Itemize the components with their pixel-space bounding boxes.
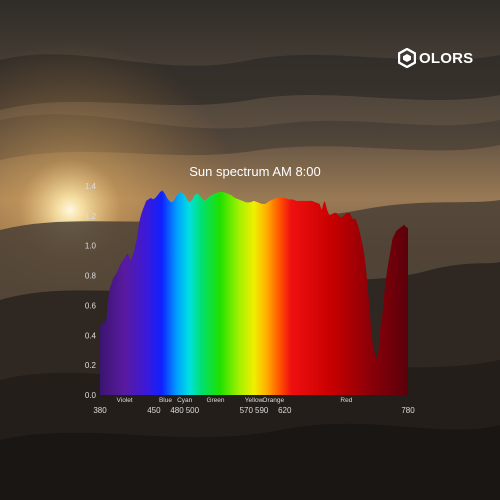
y-axis: 0.0 0.2 0.4 0.6 0.8 1.0 1.2 1.4 <box>85 182 97 400</box>
y-tick-label: 0.2 <box>85 361 97 370</box>
chart-title: Sun spectrum AM 8:00 <box>189 164 321 179</box>
x-tick-label: 590 <box>255 406 269 415</box>
x-tick-label: 480 <box>170 406 184 415</box>
spectrum-area <box>100 190 408 395</box>
brand-name: OLORS <box>419 49 474 67</box>
y-tick-label: 0.8 <box>85 272 97 281</box>
x-tick-label: 570 <box>240 406 254 415</box>
y-tick-label: 0.0 <box>85 391 97 400</box>
brand-logo: OLORS <box>398 48 473 68</box>
x-tick-label: 380 <box>93 406 107 415</box>
y-tick-label: 1.0 <box>85 242 97 251</box>
color-band-label: Green <box>206 397 224 404</box>
color-band-label: Cyan <box>177 397 193 404</box>
color-band-label: Yellow <box>245 397 264 404</box>
colors-hexagon-icon <box>398 48 416 68</box>
y-tick-label: 1.4 <box>85 182 97 191</box>
color-band-labels: Violet Blue Cyan Green Yellow Orange Red <box>117 397 353 404</box>
y-tick-label: 0.4 <box>85 331 97 340</box>
x-tick-label: 780 <box>401 406 415 415</box>
x-tick-label: 450 <box>147 406 161 415</box>
color-band-label: Violet <box>117 397 133 404</box>
color-band-label: Orange <box>262 397 284 404</box>
x-tick-label: 620 <box>278 406 292 415</box>
x-tick-label: 500 <box>186 406 200 415</box>
x-axis: 380 450 480 500 570 590 620 780 <box>93 406 415 415</box>
color-band-label: Red <box>340 397 352 404</box>
y-tick-label: 0.6 <box>85 301 97 310</box>
color-band-label: Blue <box>159 397 172 404</box>
y-tick-label: 1.2 <box>85 212 97 221</box>
